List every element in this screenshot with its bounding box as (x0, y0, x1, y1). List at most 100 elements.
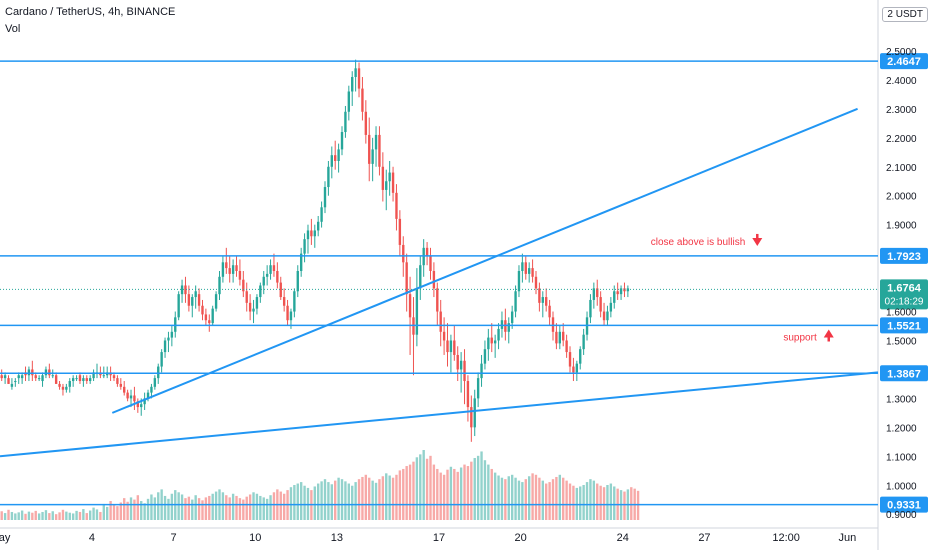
volume-bar (153, 497, 157, 520)
x-tick-label: 7 (170, 532, 176, 544)
volume-bar (415, 457, 419, 520)
volume-bar (327, 482, 330, 520)
y-tick-label: 2.5000 (886, 47, 917, 58)
candle-body (572, 366, 575, 373)
candle-body (558, 331, 562, 344)
volume-bar (191, 499, 194, 520)
volume-bar (106, 506, 109, 520)
annotation-text: support (783, 332, 817, 343)
candle-body (242, 279, 245, 292)
volume-bar (378, 479, 381, 520)
volume-bar (99, 511, 102, 520)
candle-body (500, 320, 504, 329)
candle-body (65, 386, 68, 390)
candle-body (487, 337, 490, 350)
candle-body (88, 378, 92, 382)
y-tick-label: 1.6000 (886, 308, 917, 319)
volume-bar (102, 503, 105, 520)
price-level-label: 1.5521 (887, 320, 921, 332)
volume-bar (381, 476, 385, 520)
candle-body (545, 297, 548, 306)
volume-bar (599, 485, 602, 520)
y-tick-label: 2.1000 (886, 163, 917, 174)
candle-body (466, 381, 470, 408)
y-tick-label: 1.5000 (886, 336, 917, 347)
x-tick-label: 27 (698, 532, 710, 544)
volume-bar (351, 485, 354, 520)
volume-bar (395, 474, 398, 520)
volume-bar (61, 509, 65, 520)
volume-bar (459, 467, 463, 520)
volume-bar (225, 495, 228, 520)
y-tick-label: 1.2000 (886, 423, 917, 434)
volume-bar (88, 510, 92, 520)
volume-bar (211, 493, 214, 520)
candle-body (238, 271, 242, 280)
candle-body (269, 265, 272, 274)
price-level-badge (880, 247, 928, 264)
volume-bar (589, 479, 592, 520)
volume-bar (44, 510, 48, 520)
x-tick-label: 4 (89, 532, 95, 544)
candle-body (592, 288, 596, 300)
volume-bar (245, 496, 248, 520)
y-tick-label: 2.4000 (886, 76, 917, 87)
currency-unit-button[interactable]: 2 USDT (882, 7, 928, 22)
candle-body (303, 239, 306, 254)
candle-body (562, 331, 565, 341)
volume-bar (490, 468, 493, 520)
candle-body (37, 378, 41, 380)
candle-body (82, 378, 85, 382)
volume-bar (347, 483, 351, 520)
candle-body (296, 271, 299, 292)
candle-body (306, 230, 310, 240)
volume-label: Vol (5, 23, 21, 35)
candle-body (153, 378, 157, 387)
volume-bar (140, 501, 143, 520)
volume-bar (545, 483, 548, 520)
candle-body (490, 337, 493, 344)
volume-bar (282, 493, 286, 520)
volume-bar (20, 510, 24, 520)
candle-body (27, 369, 31, 376)
unit-label: USDT (895, 9, 923, 20)
volume-bar (337, 477, 340, 520)
volume-bar (228, 497, 231, 520)
volume-bar (231, 493, 235, 520)
volume-bar (466, 466, 470, 520)
volume-bar (507, 476, 510, 520)
candle-body (48, 369, 51, 376)
volume-bar (75, 510, 78, 520)
volume-bar (27, 511, 31, 520)
volume-bar (412, 461, 415, 520)
candle-body (177, 294, 180, 318)
volume-bar (248, 494, 252, 520)
volume-bar (470, 461, 473, 520)
candle-body (265, 273, 269, 277)
volume-bar (320, 481, 323, 520)
volume-bar (3, 513, 7, 520)
volume-bar (334, 480, 337, 520)
candle-body (589, 299, 592, 318)
candle-body (361, 88, 364, 112)
volume-bar (112, 504, 116, 520)
candle-body (344, 111, 347, 133)
candle-body (170, 331, 174, 338)
candle-body (596, 288, 599, 298)
volume-bar (41, 511, 44, 520)
volume-bar (214, 491, 218, 520)
volume-bar (14, 513, 17, 520)
candle-body (279, 282, 282, 298)
candle-body (255, 297, 259, 309)
candle-body (150, 386, 153, 393)
candle-body (204, 314, 208, 321)
volume-bar (521, 482, 524, 520)
candle-body (340, 132, 344, 150)
candle-body (3, 375, 7, 379)
volume-bar (436, 468, 439, 520)
candle-body (51, 375, 54, 377)
candle-body (599, 297, 602, 312)
candle-body (75, 378, 78, 380)
candle-body (119, 383, 123, 387)
candle-body (276, 271, 279, 283)
